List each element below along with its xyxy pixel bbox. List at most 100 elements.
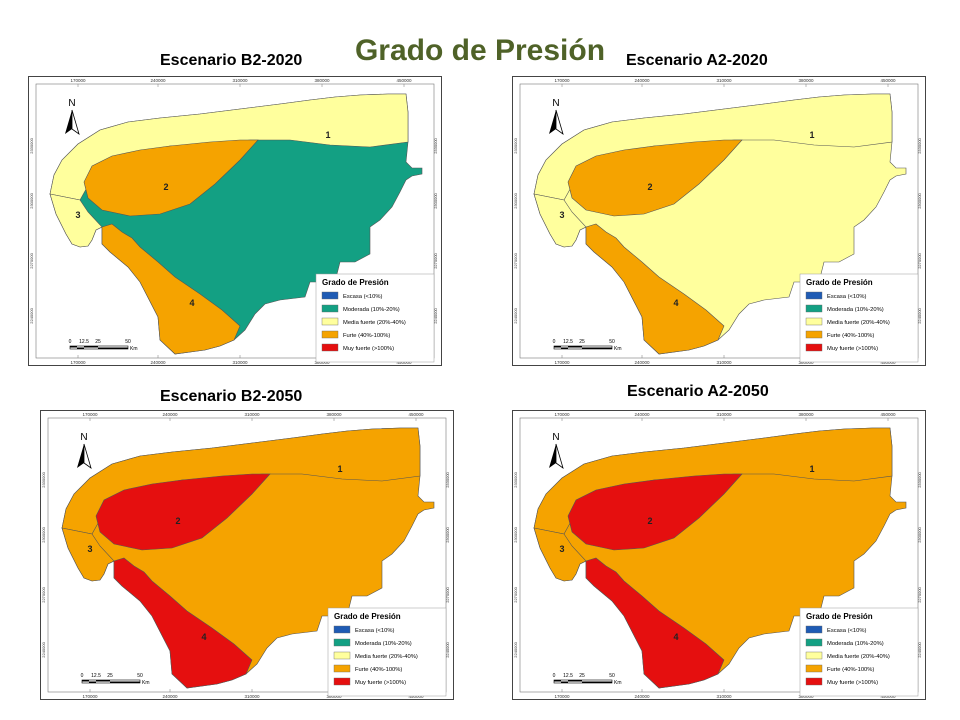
scenario-title-b2-2050: Escenario B2-2050 — [160, 388, 303, 405]
x-tick-label-bottom: 310000 — [244, 694, 260, 699]
y-tick-label-left: 2270000 — [29, 252, 34, 268]
legend: Grado de Presión Escasa (<10%) Moderada (1… — [315, 273, 435, 363]
x-tick-label-bottom: 240000 — [634, 360, 650, 365]
peninsula-group: 1 2 3 4 — [533, 93, 907, 355]
scale-tick-label: 12.5 — [563, 673, 573, 679]
scale-seg — [554, 680, 561, 682]
legend-swatch-moderada — [805, 304, 823, 313]
map-inner-frame — [519, 417, 919, 693]
scale-unit: Km — [614, 346, 622, 352]
y-tick-label-left: 2330000 — [513, 471, 518, 487]
zone-3 — [61, 527, 115, 582]
scale-unit: Km — [142, 680, 150, 686]
region-label-1: 1 — [809, 130, 814, 140]
scale-tick-label: 12.5 — [563, 339, 573, 345]
y-tick-label-right: 2240000 — [433, 307, 438, 323]
map-svg: 170000 170000 240000 240000 310000 310000 3800… — [512, 410, 926, 700]
legend-label-moderada: Moderada (10%-20%) — [343, 307, 400, 313]
x-tick-label-bottom: 240000 — [634, 694, 650, 699]
legend-label-fuerte: Furte (40%-100%) — [827, 333, 874, 339]
legend-swatch-muy — [333, 677, 351, 686]
legend-label-fuerte: Furte (40%-100%) — [343, 333, 390, 339]
zone-4 — [101, 223, 241, 355]
x-tick-label-bottom: 450000 — [408, 694, 424, 699]
north-arrow-icon: N — [65, 98, 80, 135]
legend-swatch-escasa — [805, 291, 823, 300]
region-label-4: 4 — [201, 632, 206, 642]
x-tick-label-top: 240000 — [634, 412, 650, 417]
scale-seg — [582, 347, 612, 349]
zone-2 — [567, 139, 743, 217]
legend-swatch-fuerte — [805, 330, 823, 339]
y-tick-label-left: 2330000 — [41, 471, 46, 487]
x-tick-label-top: 450000 — [396, 78, 412, 83]
x-tick-label-top: 240000 — [634, 78, 650, 83]
x-tick-label-top: 310000 — [244, 412, 260, 417]
x-tick-label-bottom: 170000 — [554, 694, 570, 699]
north-label: N — [552, 98, 559, 109]
scale-tick-label: 50 — [609, 339, 615, 345]
y-tick-label-left: 2240000 — [41, 641, 46, 657]
scale-seg — [82, 680, 89, 682]
y-tick-label-right: 2330000 — [445, 471, 450, 487]
region-label-1: 1 — [325, 130, 330, 140]
legend-swatch-muy — [805, 677, 823, 686]
legend-label-muy: Muy fuerte (>100%) — [827, 346, 878, 352]
legend-title: Grado de Presión — [806, 612, 873, 621]
x-tick-label-top: 170000 — [554, 78, 570, 83]
peninsula-group: 1 2 3 4 — [61, 427, 435, 689]
map-inner-frame — [47, 417, 447, 693]
x-tick-label-top: 240000 — [162, 412, 178, 417]
x-tick-label-top: 310000 — [716, 412, 732, 417]
legend-swatch-fuerte — [805, 664, 823, 673]
x-tick-label-top: 380000 — [798, 78, 814, 83]
region-label-3: 3 — [559, 210, 564, 220]
region-label-4: 4 — [673, 298, 678, 308]
zone-3 — [533, 193, 587, 248]
scenario-title-b2-2020: Escenario B2-2020 — [160, 52, 303, 69]
scale-tick-label: 12.5 — [91, 673, 101, 679]
scale-seg — [84, 346, 98, 348]
y-tick-label-left: 2300000 — [29, 192, 34, 208]
legend-label-media: Media fuerte (20%-40%) — [827, 320, 890, 326]
x-tick-label-bottom: 310000 — [232, 360, 248, 365]
legend-label-fuerte: Furte (40%-100%) — [827, 667, 874, 673]
scale-seg — [89, 681, 96, 683]
zone-2 — [83, 139, 259, 217]
scale-seg — [561, 681, 568, 683]
x-tick-label-top: 450000 — [408, 412, 424, 417]
scale-tick-label: 0 — [81, 673, 84, 679]
page-title: Grado de Presión — [354, 34, 606, 67]
x-tick-label-bottom: 310000 — [716, 360, 732, 365]
north-arrow-right — [71, 109, 80, 135]
region-label-3: 3 — [559, 544, 564, 554]
y-tick-label-right: 2330000 — [433, 137, 438, 153]
legend: Grado de Presión Escasa (<10%) Moderada (1… — [799, 273, 919, 363]
x-tick-label-bottom: 450000 — [880, 694, 896, 699]
region-label-4: 4 — [673, 632, 678, 642]
scale-tick-label: 50 — [137, 673, 143, 679]
legend-label-muy: Muy fuerte (>100%) — [827, 680, 878, 686]
y-tick-label-right: 2270000 — [917, 252, 922, 268]
zone-4 — [585, 557, 725, 689]
peninsula-group: 1 2 3 4 — [49, 93, 423, 355]
x-tick-label-bottom: 170000 — [70, 360, 86, 365]
y-tick-label-right: 2300000 — [917, 192, 922, 208]
y-tick-label-left: 2330000 — [513, 137, 518, 153]
scale-seg — [96, 680, 110, 682]
x-tick-label-bottom: 170000 — [82, 694, 98, 699]
scale-seg — [554, 346, 561, 348]
scale-seg — [98, 347, 128, 349]
north-arrow-left — [65, 110, 72, 134]
scale-tick-label: 25 — [95, 339, 101, 345]
north-arrow-left — [77, 444, 84, 468]
y-tick-label-right: 2240000 — [445, 641, 450, 657]
x-tick-label-bottom: 170000 — [554, 360, 570, 365]
region-label-1: 1 — [809, 464, 814, 474]
scale-tick-label: 25 — [579, 673, 585, 679]
legend: Grado de Presión Escasa (<10%) Moderada (1… — [327, 607, 447, 697]
peninsula-group: 1 2 3 4 — [533, 427, 907, 689]
legend-swatch-escasa — [805, 625, 823, 634]
